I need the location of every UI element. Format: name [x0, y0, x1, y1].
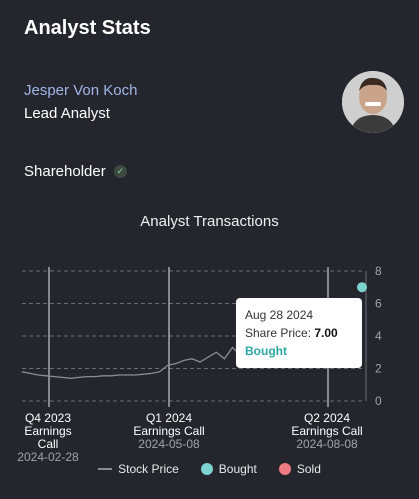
analyst-name-link[interactable]: Jesper Von Koch: [24, 82, 138, 99]
line-swatch-icon: [98, 468, 113, 470]
avatar: [342, 71, 404, 133]
check-icon: ✓: [113, 165, 127, 178]
event-quarter: Q1 2024: [145, 411, 193, 425]
event-type: Earnings Call: [291, 424, 363, 438]
event-label-q2-2024[interactable]: Q2 2024 Earnings Call 2024-08-08: [289, 412, 365, 451]
tooltip-price-value: 7.00: [314, 326, 338, 340]
tooltip-date: Aug 28 2024: [245, 308, 314, 322]
legend-sold[interactable]: Sold: [265, 462, 321, 476]
legend-stock-price[interactable]: Stock Price: [98, 462, 179, 476]
event-date: 2024-05-08: [138, 437, 200, 451]
event-quarter: Q4 2023: [24, 411, 72, 425]
analyst-role: Lead Analyst: [24, 105, 110, 122]
event-quarter: Q2 2024: [303, 411, 351, 425]
dot-icon: [278, 463, 291, 475]
event-type: Earnings Call: [133, 424, 205, 438]
dot-icon: [200, 463, 213, 475]
bought-marker: [357, 282, 367, 293]
chart-title: Analyst Transactions: [140, 213, 279, 230]
y-tick-label: 0: [375, 394, 382, 408]
page-title: Analyst Stats: [24, 17, 151, 39]
shareholder-status: Shareholder ✓: [24, 163, 127, 180]
event-date: 2024-08-08: [296, 437, 358, 451]
shareholder-label: Shareholder: [24, 163, 106, 180]
tooltip-price: Share Price: 7.00: [245, 324, 353, 342]
y-tick-label: 2: [375, 362, 382, 376]
chart-tooltip: Aug 28 2024 Share Price: 7.00 Bought: [236, 298, 362, 368]
event-label-q4-2023[interactable]: Q4 2023 Earnings Call 2024-02-28: [15, 412, 81, 464]
y-tick-label: 8: [375, 264, 382, 278]
event-label-q1-2024[interactable]: Q1 2024 Earnings Call 2024-05-08: [131, 412, 207, 451]
event-date: 2024-02-28: [17, 450, 79, 464]
y-tick-label: 4: [375, 329, 382, 343]
legend-bought[interactable]: Bought: [187, 462, 257, 476]
tooltip-price-label: Share Price:: [245, 326, 312, 340]
event-type: Earnings Call: [24, 424, 72, 451]
y-tick-label: 6: [375, 297, 382, 311]
tooltip-transaction-type: Bought: [245, 344, 287, 358]
chart-legend: Stock Price Bought Sold: [0, 462, 419, 476]
